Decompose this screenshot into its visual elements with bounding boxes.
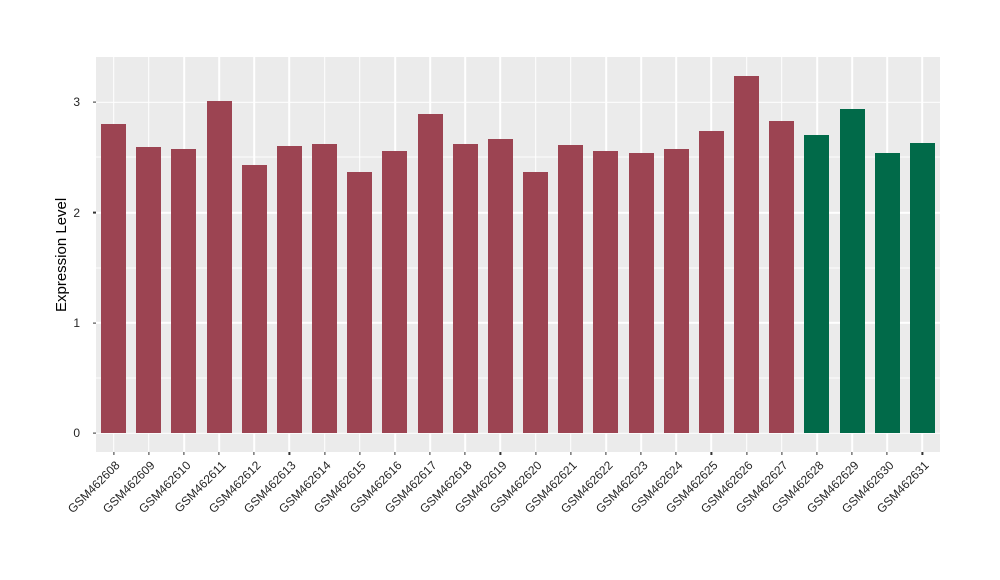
bar-GSM462608 xyxy=(101,124,127,434)
x-tick-mark xyxy=(288,452,290,455)
y-tick-mark xyxy=(93,432,96,434)
x-tick-mark xyxy=(851,452,853,455)
bar-GSM462613 xyxy=(276,146,302,434)
bar-GSM462618 xyxy=(452,144,478,434)
x-tick-mark xyxy=(745,452,748,455)
x-tick-mark xyxy=(183,452,185,455)
bar-GSM462617 xyxy=(417,114,443,434)
bar-GSM462609 xyxy=(136,147,162,434)
bar-GSM462629 xyxy=(839,108,865,434)
bar-GSM462626 xyxy=(734,75,760,434)
bar-GSM462627 xyxy=(769,121,795,434)
y-axis: 0 1 2 3 xyxy=(0,57,96,452)
y-tick-mark xyxy=(93,211,96,214)
x-axis: GSM462608 GSM462609 GSM462610 GSM462611 GSM4… xyxy=(65,452,940,580)
x-tick-mark xyxy=(570,452,572,455)
bar-GSM462612 xyxy=(241,165,267,434)
x-tick-mark xyxy=(605,452,607,455)
bar-GSM462624 xyxy=(663,148,689,434)
bar-GSM462616 xyxy=(382,150,408,434)
bar-GSM462625 xyxy=(698,130,724,434)
bar-GSM462621 xyxy=(558,145,584,434)
x-tick-mark xyxy=(429,452,431,455)
x-tick-mark xyxy=(253,452,255,455)
bar-GSM462628 xyxy=(804,135,830,434)
major-gridline xyxy=(96,211,940,214)
plot-panel xyxy=(96,57,940,452)
major-gridline xyxy=(96,101,940,104)
x-tick-mark xyxy=(534,452,537,455)
x-tick-mark xyxy=(464,452,466,455)
x-tick-mark xyxy=(499,452,501,455)
x-tick-mark xyxy=(323,452,326,455)
bar-GSM462623 xyxy=(628,153,654,434)
minor-gridline xyxy=(96,267,940,269)
bar-GSM462620 xyxy=(523,171,549,434)
y-tick-label: 3 xyxy=(73,95,80,110)
y-tick-label: 2 xyxy=(73,205,80,220)
bar-GSM462615 xyxy=(347,171,373,434)
x-tick-mark xyxy=(781,452,783,455)
major-gridline xyxy=(96,322,940,324)
bar-GSM462630 xyxy=(874,153,900,434)
bar-GSM462611 xyxy=(206,101,232,434)
bar-GSM462622 xyxy=(593,150,619,434)
x-tick-mark xyxy=(112,452,115,455)
x-tick-mark xyxy=(640,452,642,455)
y-tick-mark xyxy=(93,101,96,103)
bar-GSM462631 xyxy=(909,143,935,434)
x-tick-mark xyxy=(218,452,220,455)
bar-GSM462610 xyxy=(171,148,197,434)
y-tick-label: 0 xyxy=(73,426,80,441)
bar-GSM462614 xyxy=(312,144,338,434)
x-tick-mark xyxy=(359,452,361,455)
x-tick-mark xyxy=(816,452,818,455)
x-tick-mark xyxy=(148,452,150,455)
x-tick-mark xyxy=(394,452,396,455)
major-gridline xyxy=(96,432,940,435)
y-tick-mark xyxy=(93,322,96,324)
x-tick-mark xyxy=(710,452,712,455)
x-tick-mark xyxy=(675,452,677,455)
bar-GSM462619 xyxy=(487,138,513,434)
minor-gridline xyxy=(96,156,940,158)
x-tick-mark xyxy=(886,452,888,455)
minor-gridline xyxy=(96,377,940,379)
x-tick-mark xyxy=(921,452,923,455)
y-tick-label: 1 xyxy=(73,315,80,330)
